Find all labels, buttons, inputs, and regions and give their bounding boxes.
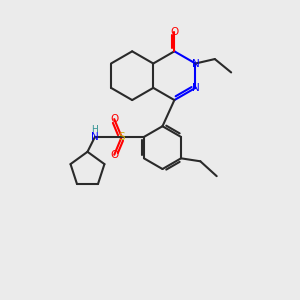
Text: H: H [91, 125, 98, 134]
Text: O: O [110, 114, 118, 124]
Text: S: S [118, 132, 125, 142]
Text: N: N [91, 132, 99, 142]
Text: N: N [192, 83, 200, 93]
Text: N: N [192, 58, 200, 68]
Text: O: O [110, 150, 118, 160]
Text: O: O [170, 27, 178, 37]
